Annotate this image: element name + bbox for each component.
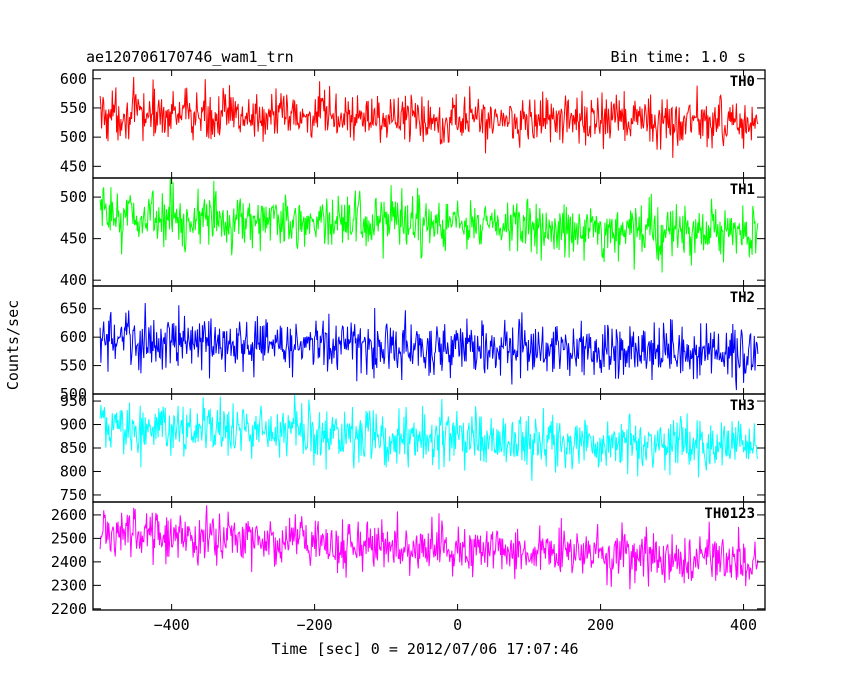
y-tick-label: 500 [60, 128, 87, 146]
y-tick-label: 450 [60, 157, 87, 175]
y-tick-label: 2300 [51, 576, 87, 594]
y-axis-label: Counts/sec [4, 300, 22, 390]
y-tick-label: 500 [60, 385, 87, 403]
panel-th0123: 2200 2300 2400 2500 2600 TH0123 [51, 501, 766, 618]
panel-th2: 500 550 600 650 TH2 [60, 285, 766, 403]
y-tick-label: 2200 [51, 600, 87, 618]
y-tick-label: 550 [60, 357, 87, 375]
y-tick-label: 2500 [51, 529, 87, 547]
bin-time-label: Bin time: 1.0 s [611, 48, 746, 66]
x-tick-label: 400 [730, 616, 757, 634]
y-tick-label: 900 [60, 416, 87, 434]
y-tick-label: 2600 [51, 506, 87, 524]
y-tick-label: 450 [60, 230, 87, 248]
y-tick-label: 2400 [51, 553, 87, 571]
series-label-th0: TH0 [730, 74, 755, 90]
y-tick-label: 500 [60, 188, 87, 206]
y-tick-label: 400 [60, 271, 87, 289]
panels-group: 450 500 550 600 TH0 400 450 500 TH1 500 550 600 650 T… [51, 69, 766, 634]
y-tick-label: 600 [60, 70, 87, 88]
x-tick-label: 200 [587, 616, 614, 634]
y-tick-label: 650 [60, 300, 87, 318]
panel-th1: 400 450 500 TH1 [60, 177, 766, 289]
chart-title: ae120706170746_wam1_trn [86, 48, 294, 66]
y-tick-label: 850 [60, 439, 87, 457]
series-line-th0123 [99, 505, 759, 590]
series-line-th1 [99, 178, 759, 273]
y-tick-label: 800 [60, 462, 87, 480]
x-tick-label: −400 [154, 616, 190, 634]
y-tick-label: 750 [60, 486, 87, 504]
x-tick-label: −200 [297, 616, 333, 634]
x-axis-label: Time [sec] 0 = 2012/07/06 17:07:46 [271, 640, 578, 658]
series-label-th3: TH3 [730, 398, 755, 414]
panel-frame [92, 501, 766, 611]
y-tick-label: 950 [60, 392, 87, 410]
panel-th3: 750 800 850 900 950 TH3 [60, 392, 766, 504]
series-label-th2: TH2 [730, 290, 755, 306]
y-tick-label: 550 [60, 99, 87, 117]
series-line-th3 [99, 394, 759, 481]
y-tick-label: 600 [60, 328, 87, 346]
series-label-th0123: TH0123 [704, 506, 755, 522]
series-line-th0 [99, 76, 759, 158]
x-tick-label: 0 [453, 616, 462, 634]
series-label-th1: TH1 [730, 182, 755, 198]
series-line-th2 [99, 302, 759, 391]
panel-th0: 450 500 550 600 TH0 [60, 69, 766, 179]
